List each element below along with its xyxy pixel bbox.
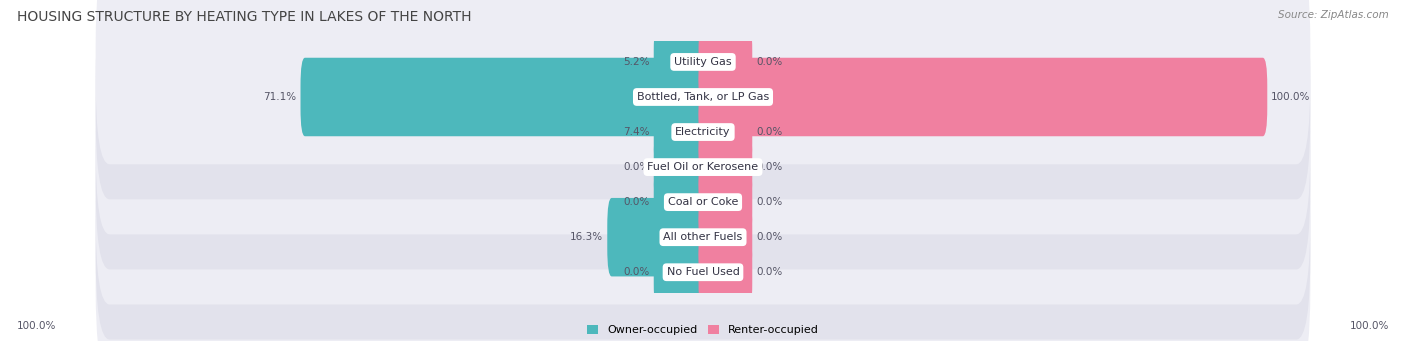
FancyBboxPatch shape [96,135,1310,340]
FancyBboxPatch shape [699,163,752,241]
Text: No Fuel Used: No Fuel Used [666,267,740,277]
FancyBboxPatch shape [654,163,707,241]
Text: Fuel Oil or Kerosene: Fuel Oil or Kerosene [647,162,759,172]
FancyBboxPatch shape [654,233,707,311]
FancyBboxPatch shape [654,93,707,171]
Text: 7.4%: 7.4% [623,127,650,137]
FancyBboxPatch shape [699,198,752,277]
Text: Electricity: Electricity [675,127,731,137]
Text: 0.0%: 0.0% [624,162,650,172]
Legend: Owner-occupied, Renter-occupied: Owner-occupied, Renter-occupied [586,325,820,336]
Text: 0.0%: 0.0% [756,267,782,277]
Text: Source: ZipAtlas.com: Source: ZipAtlas.com [1278,10,1389,20]
FancyBboxPatch shape [699,23,752,101]
FancyBboxPatch shape [96,170,1310,341]
Text: 5.2%: 5.2% [623,57,650,67]
Text: 0.0%: 0.0% [624,267,650,277]
Text: 100.0%: 100.0% [1271,92,1310,102]
Text: 71.1%: 71.1% [263,92,297,102]
Text: 100.0%: 100.0% [1350,321,1389,331]
Text: 100.0%: 100.0% [17,321,56,331]
FancyBboxPatch shape [654,23,707,101]
Text: 0.0%: 0.0% [756,57,782,67]
FancyBboxPatch shape [96,30,1310,234]
FancyBboxPatch shape [654,128,707,206]
FancyBboxPatch shape [301,58,707,136]
FancyBboxPatch shape [96,65,1310,269]
FancyBboxPatch shape [699,128,752,206]
Text: Bottled, Tank, or LP Gas: Bottled, Tank, or LP Gas [637,92,769,102]
FancyBboxPatch shape [96,0,1310,164]
Text: HOUSING STRUCTURE BY HEATING TYPE IN LAKES OF THE NORTH: HOUSING STRUCTURE BY HEATING TYPE IN LAK… [17,10,471,24]
FancyBboxPatch shape [699,93,752,171]
FancyBboxPatch shape [607,198,707,277]
Text: 16.3%: 16.3% [571,232,603,242]
FancyBboxPatch shape [699,233,752,311]
Text: 0.0%: 0.0% [756,197,782,207]
FancyBboxPatch shape [96,0,1310,199]
Text: Utility Gas: Utility Gas [675,57,731,67]
Text: All other Fuels: All other Fuels [664,232,742,242]
FancyBboxPatch shape [96,100,1310,305]
Text: 0.0%: 0.0% [624,197,650,207]
FancyBboxPatch shape [699,58,1267,136]
Text: 0.0%: 0.0% [756,162,782,172]
Text: 0.0%: 0.0% [756,127,782,137]
Text: 0.0%: 0.0% [756,232,782,242]
Text: Coal or Coke: Coal or Coke [668,197,738,207]
